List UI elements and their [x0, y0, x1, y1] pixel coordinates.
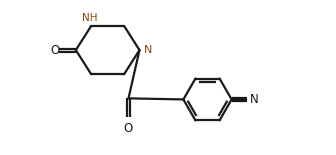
- Text: N: N: [143, 45, 152, 55]
- Text: O: O: [124, 122, 133, 135]
- Text: NH: NH: [82, 13, 98, 23]
- Text: O: O: [50, 44, 59, 57]
- Text: N: N: [250, 93, 258, 106]
